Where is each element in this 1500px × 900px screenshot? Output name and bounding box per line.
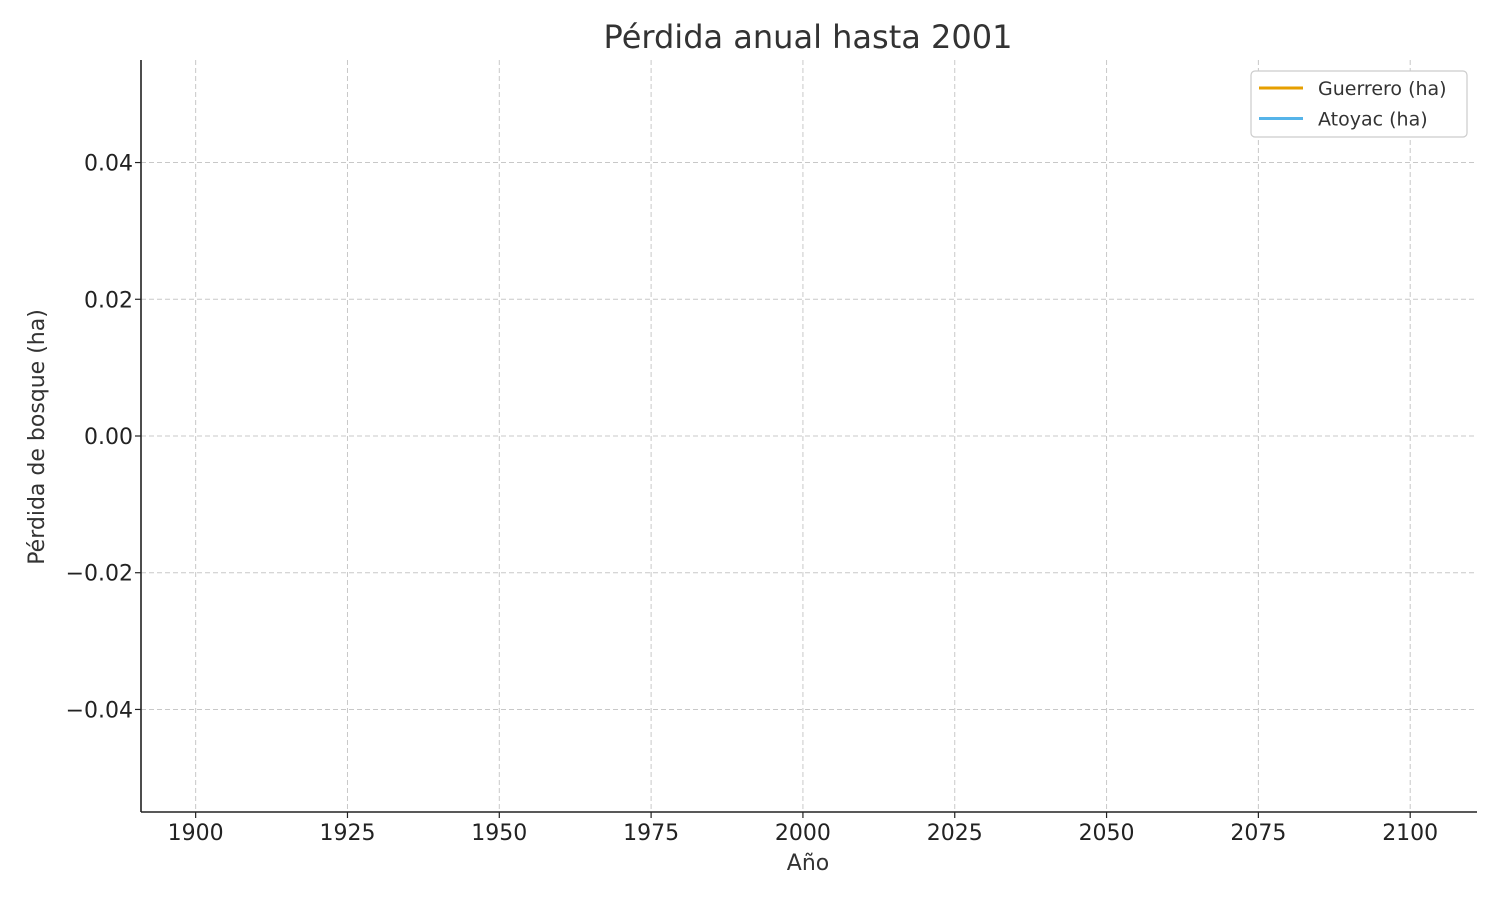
y-tick-label: 0.00 xyxy=(84,425,133,450)
legend: Guerrero (ha) Atoyac (ha) xyxy=(1250,70,1468,138)
x-tick-label: 1950 xyxy=(471,821,527,846)
x-tick-label: 2000 xyxy=(775,821,831,846)
x-tick-label: 1975 xyxy=(623,821,679,846)
grid xyxy=(141,60,1477,812)
x-tick-label: 2075 xyxy=(1230,821,1286,846)
y-tick-label: −0.04 xyxy=(66,698,133,723)
legend-label: Atoyac (ha) xyxy=(1318,109,1428,131)
x-axis-ticks: 1900 1925 1950 1975 2000 2025 2050 2075 2100 xyxy=(168,812,1438,846)
x-tick-label: 2025 xyxy=(927,821,983,846)
x-tick-label: 1925 xyxy=(319,821,375,846)
y-tick-label: −0.02 xyxy=(66,562,133,587)
legend-label: Guerrero (ha) xyxy=(1318,78,1447,100)
x-tick-label: 2050 xyxy=(1079,821,1135,846)
x-tick-label: 2100 xyxy=(1382,821,1438,846)
x-axis-title: Año xyxy=(787,851,829,876)
y-tick-label: 0.04 xyxy=(84,152,133,177)
x-tick-label: 1900 xyxy=(168,821,224,846)
legend-items: Guerrero (ha) Atoyac (ha) xyxy=(1259,78,1447,131)
legend-box xyxy=(1250,70,1468,138)
chart-title: Pérdida anual hasta 2001 xyxy=(604,18,1013,56)
y-axis-ticks: 0.04 0.02 0.00 −0.02 −0.04 xyxy=(66,152,141,723)
y-tick-label: 0.02 xyxy=(84,288,133,313)
y-axis-title: Pérdida de bosque (ha) xyxy=(25,309,50,565)
